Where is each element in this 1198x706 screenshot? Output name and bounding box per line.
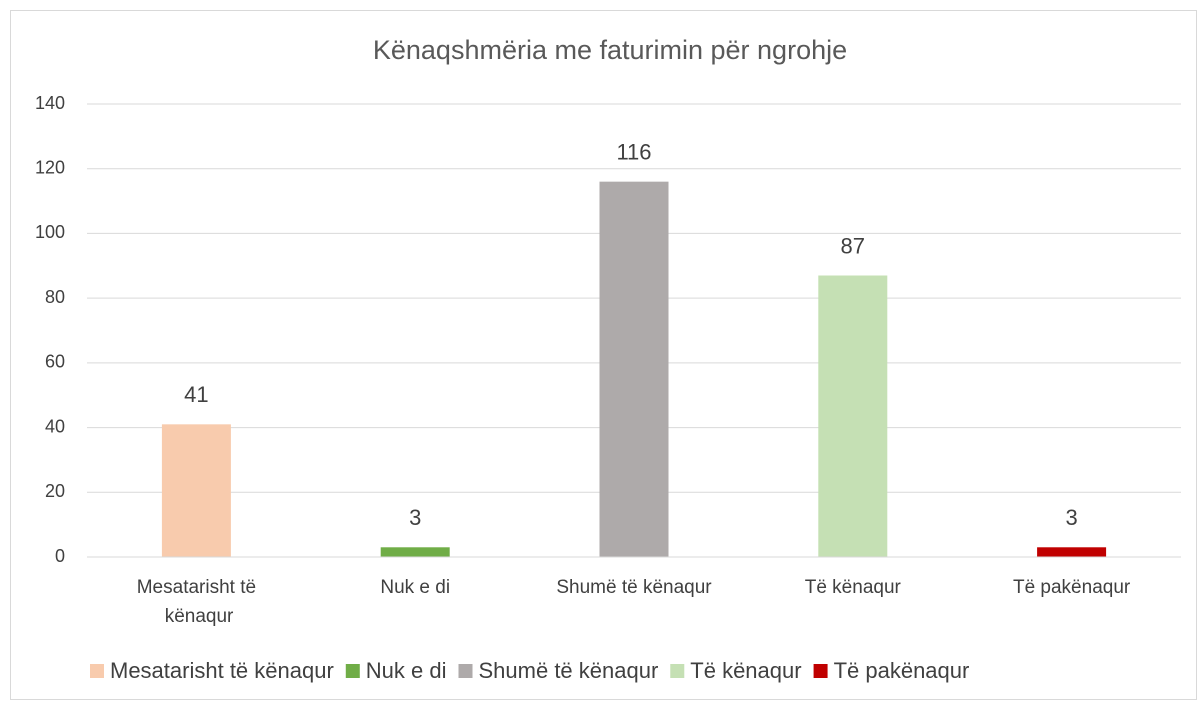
- data-label: 87: [841, 233, 865, 258]
- y-tick-label: 20: [45, 481, 65, 501]
- data-label: 3: [409, 505, 421, 530]
- x-tick-label: Të kënaqur: [805, 577, 902, 598]
- bar: [599, 181, 669, 557]
- chart-title: Kënaqshmëria me faturimin për ngrohje: [373, 35, 847, 65]
- bar: [1037, 547, 1107, 557]
- legend-label: Të kënaqur: [690, 658, 801, 683]
- legend-label: Mesatarisht të kënaqur: [110, 658, 334, 683]
- legend-label: Shumë të kënaqur: [479, 658, 659, 683]
- x-tick-label: Shumë të kënaqur: [556, 577, 712, 598]
- y-tick-label: 140: [35, 93, 65, 113]
- bar: [380, 547, 450, 557]
- legend-label: Të pakënaqur: [834, 658, 970, 683]
- bar: [818, 275, 888, 557]
- data-label: 116: [616, 139, 651, 164]
- y-tick-label: 60: [45, 352, 65, 372]
- bar: [161, 424, 231, 557]
- x-tick-label: Të pakënaqur: [1013, 577, 1131, 598]
- legend-swatch: [345, 664, 360, 678]
- data-label: 3: [1065, 505, 1077, 530]
- y-tick-label: 80: [45, 287, 65, 307]
- legend-label: Nuk e di: [366, 658, 447, 683]
- legend-swatch: [458, 664, 473, 678]
- legend-swatch: [813, 664, 828, 678]
- y-tick-label: 40: [45, 416, 65, 436]
- y-tick-label: 0: [55, 546, 65, 566]
- data-label: 41: [184, 382, 208, 407]
- x-tick-label: Mesatarisht të kënaqur: [137, 577, 256, 627]
- y-tick-label: 100: [35, 222, 65, 242]
- legend-swatch: [670, 664, 685, 678]
- legend-swatch: [90, 664, 104, 678]
- x-tick-label: Nuk e di: [380, 577, 450, 598]
- y-tick-label: 120: [35, 157, 65, 177]
